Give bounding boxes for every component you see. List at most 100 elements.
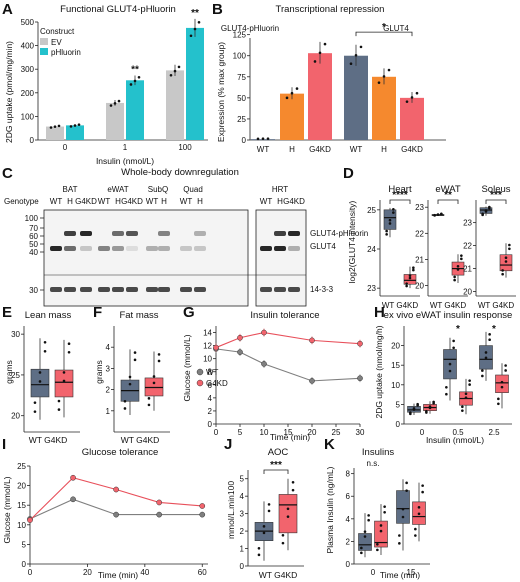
data-point — [405, 100, 409, 103]
lane-label: WT — [50, 197, 63, 206]
panel-d-sig: *** — [490, 190, 502, 201]
panel-e-xlabel: WT G4KD — [29, 435, 68, 445]
significance-label: ** — [131, 65, 139, 76]
data-point — [173, 69, 177, 73]
band-1433 — [64, 287, 76, 292]
box-g4kd-point — [412, 268, 415, 272]
box-wt-point — [412, 407, 416, 410]
box-g4kd-point — [428, 405, 432, 408]
data-point — [313, 60, 317, 63]
panel-a-x-tick-label: 0 — [63, 143, 68, 152]
box-g4kd-point — [286, 515, 290, 518]
band-glut4-phluorin — [288, 231, 300, 236]
band-1433 — [112, 287, 124, 292]
box-g4kd-box — [374, 520, 388, 548]
box-wt-point — [262, 525, 266, 528]
band-1433 — [50, 287, 62, 292]
data-point — [256, 137, 260, 141]
series-point-wt — [70, 496, 76, 503]
band-glut4 — [194, 246, 206, 251]
panel-k-xlabel: Time (min) — [380, 570, 420, 580]
bar-expression — [280, 93, 304, 140]
panel-b-y-tick-label: 0 — [242, 136, 247, 145]
box-wt-point — [43, 349, 47, 353]
lane-label: G4KD — [283, 197, 305, 206]
panel-g-y-tick-label: 4 — [208, 394, 213, 403]
panel-a-ylabel: 2DG uptake (pmol/mg/min) — [4, 41, 14, 143]
band-glut4-phluorin — [64, 231, 76, 236]
box-wt-point — [367, 514, 370, 517]
box-g4kd-point — [460, 254, 463, 257]
box-g4kd-point — [504, 369, 507, 372]
panel-b-sub1: GLUT4-pHluorin — [221, 24, 279, 33]
panel-g-y-tick-label: 8 — [208, 368, 213, 377]
panel-h-x-tick-label: 0 — [420, 428, 425, 437]
box-wt-point — [123, 407, 127, 410]
panel-h-xlabel: Insulin (nmol/L) — [426, 435, 484, 445]
box-wt-point — [401, 507, 405, 511]
panel-d-soleus-y-tick-label: 20 — [463, 287, 472, 296]
panel-a-y-tick-label: 200 — [21, 89, 35, 98]
panel-g-ylabel: Glucose (mmol/L) — [182, 334, 192, 401]
panel-d-tissue-title: Heart — [388, 184, 412, 195]
panel-b-bracket — [355, 31, 413, 37]
box-g4kd-point — [417, 512, 421, 516]
band-1433 — [158, 287, 170, 292]
band-glut4 — [112, 246, 124, 251]
band-glut4 — [288, 246, 300, 251]
panel-j-y-tick-label: 0 — [240, 562, 245, 571]
band-glut4 — [146, 246, 158, 251]
box-g4kd-point — [405, 282, 408, 285]
box-wt-point — [452, 346, 455, 350]
box-wt-point — [405, 481, 408, 485]
panel-i-x-tick-label: 40 — [140, 568, 149, 577]
panel-j-sig: *** — [270, 460, 282, 471]
panel-b-x-tick-label: G4KD — [309, 145, 331, 154]
mw-marker-label: 50 — [29, 240, 38, 249]
series-point-wt — [261, 361, 267, 367]
panel-g-y-tick-label: 2 — [208, 407, 213, 416]
panel-f-xlabel: WT G4KD — [121, 435, 160, 445]
box-wt-point — [484, 209, 488, 212]
panel-g-y-tick-label: 14 — [203, 329, 212, 338]
panel-g-x-tick-label: 25 — [332, 428, 341, 437]
box-wt-point — [257, 547, 261, 550]
box-g4kd-point — [501, 272, 504, 276]
panel-g-x-tick-label: 10 — [260, 428, 269, 437]
box-g4kd-point — [453, 275, 456, 279]
tissue-label: HRT — [272, 185, 288, 194]
box-wt-point — [385, 233, 388, 236]
data-point — [117, 99, 121, 103]
box-wt-point — [128, 382, 132, 386]
band-label-glut4: GLUT4 — [310, 242, 336, 251]
data-point — [323, 42, 327, 46]
panel-g-y-tick-label: 12 — [203, 342, 212, 351]
band-glut4 — [50, 246, 62, 251]
panel-f-y-tick-label: 2 — [106, 386, 111, 395]
box-g4kd-point — [291, 481, 295, 484]
series-point-g4kd — [261, 329, 267, 336]
box-wt-point — [436, 213, 440, 216]
box-wt-box — [358, 533, 372, 551]
box-g4kd-point — [291, 488, 295, 492]
box-g4kd-point — [376, 548, 379, 552]
box-g4kd-point — [500, 385, 504, 389]
box-wt-point — [398, 542, 401, 545]
band-label-glut4-phluorin: GLUT4-pHluorin — [310, 229, 368, 238]
panel-letter-i: I — [2, 436, 6, 453]
panel-a-y-tick-label: 100 — [21, 112, 35, 121]
panel-letter-h: H — [374, 304, 385, 321]
panel-i-x-tick-label: 0 — [28, 568, 33, 577]
panel-a-title: Functional GLUT4-pHluorin — [60, 4, 176, 15]
bar-ev — [106, 102, 124, 140]
box-wt-point — [392, 208, 395, 211]
band-glut4 — [80, 246, 92, 251]
series-point-wt — [156, 511, 163, 518]
legend-swatch-ev — [40, 38, 48, 45]
tissue-label: SubQ — [148, 185, 168, 194]
box-wt-point — [416, 402, 419, 406]
series-point-wt — [113, 511, 119, 518]
band-1433 — [80, 287, 92, 292]
panel-letter-d: D — [343, 165, 354, 182]
